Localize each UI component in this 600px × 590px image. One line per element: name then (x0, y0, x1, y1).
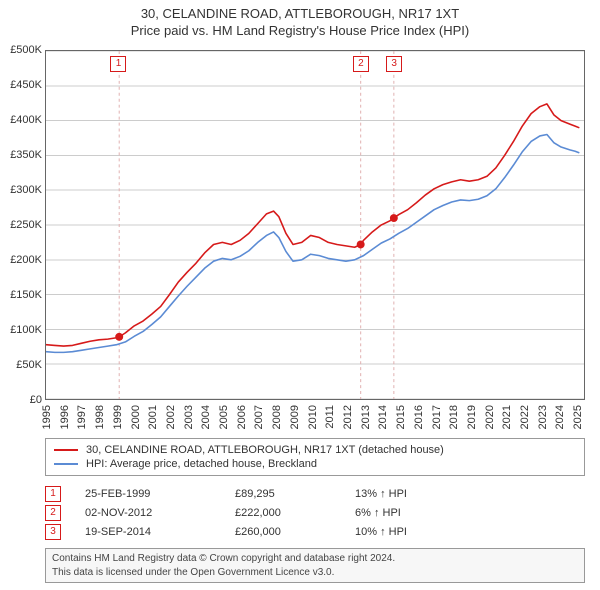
transactions-table: 1 25-FEB-1999£89,29513% ↑ HPI 2 02-NOV-2012… (45, 484, 585, 541)
x-tick-label: 2003 (183, 405, 195, 429)
legend-label: 30, CELANDINE ROAD, ATTLEBOROUGH, NR17 1… (86, 444, 444, 456)
y-tick-label: £300K (10, 184, 42, 196)
transaction-date: 25-FEB-1999 (85, 488, 235, 500)
x-tick-label: 2022 (519, 405, 531, 429)
chart-plot-area (45, 50, 585, 400)
transaction-row: 1 25-FEB-1999£89,29513% ↑ HPI (45, 484, 585, 503)
x-tick-label: 2008 (271, 405, 283, 429)
transaction-price: £260,000 (235, 526, 355, 538)
x-tick-label: 2017 (431, 405, 443, 429)
transaction-price: £89,295 (235, 488, 355, 500)
x-tick-label: 2009 (289, 405, 301, 429)
transaction-price: £222,000 (235, 507, 355, 519)
x-tick-label: 1997 (76, 405, 88, 429)
transaction-row: 2 02-NOV-2012£222,0006% ↑ HPI (45, 503, 585, 522)
chart-svg (46, 51, 584, 399)
y-tick-label: £450K (10, 79, 42, 91)
y-tick-label: £250K (10, 219, 42, 231)
x-tick-label: 2004 (200, 405, 212, 429)
chart-container: { "title": { "line1": "30, CELANDINE ROA… (0, 0, 600, 590)
sale-marker-box: 2 (353, 56, 369, 72)
x-tick-label: 2010 (307, 405, 319, 429)
legend-swatch (54, 463, 78, 465)
chart-legend: 30, CELANDINE ROAD, ATTLEBOROUGH, NR17 1… (45, 438, 585, 476)
x-tick-label: 2002 (165, 405, 177, 429)
y-tick-label: £400K (10, 114, 42, 126)
x-tick-label: 2016 (413, 405, 425, 429)
transaction-marker-number: 1 (45, 486, 61, 502)
x-tick-label: 2012 (342, 405, 354, 429)
x-tick-label: 2020 (484, 405, 496, 429)
x-tick-label: 1995 (41, 405, 53, 429)
y-tick-label: £100K (10, 324, 42, 336)
y-tick-label: £50K (16, 359, 42, 371)
x-tick-label: 2015 (395, 405, 407, 429)
y-tick-label: £500K (10, 44, 42, 56)
x-tick-label: 2013 (360, 405, 372, 429)
transaction-row: 3 19-SEP-2014£260,00010% ↑ HPI (45, 522, 585, 541)
x-tick-label: 2001 (147, 405, 159, 429)
legend-item: 30, CELANDINE ROAD, ATTLEBOROUGH, NR17 1… (54, 443, 576, 457)
transaction-marker-number: 3 (45, 524, 61, 540)
y-tick-label: £350K (10, 149, 42, 161)
x-tick-label: 2023 (537, 405, 549, 429)
x-tick-label: 2019 (466, 405, 478, 429)
legend-swatch (54, 449, 78, 451)
transaction-marker-number: 2 (45, 505, 61, 521)
sale-marker-box: 1 (110, 56, 126, 72)
transaction-hpi-delta: 10% ↑ HPI (355, 526, 475, 538)
chart-title: 30, CELANDINE ROAD, ATTLEBOROUGH, NR17 1… (0, 6, 600, 23)
x-tick-label: 2021 (501, 405, 513, 429)
footer-line-2: This data is licensed under the Open Gov… (52, 566, 578, 580)
x-tick-label: 2024 (554, 405, 566, 429)
transaction-date: 19-SEP-2014 (85, 526, 235, 538)
attribution-footer: Contains HM Land Registry data © Crown c… (45, 548, 585, 583)
x-tick-label: 1996 (59, 405, 71, 429)
x-tick-label: 2011 (324, 405, 336, 429)
chart-title-block: 30, CELANDINE ROAD, ATTLEBOROUGH, NR17 1… (0, 0, 600, 40)
legend-item: HPI: Average price, detached house, Brec… (54, 457, 576, 471)
footer-line-1: Contains HM Land Registry data © Crown c… (52, 552, 578, 566)
y-tick-label: £150K (10, 289, 42, 301)
x-tick-label: 2006 (236, 405, 248, 429)
y-tick-label: £200K (10, 254, 42, 266)
x-tick-label: 1999 (112, 405, 124, 429)
x-tick-label: 2025 (572, 405, 584, 429)
x-tick-label: 2007 (253, 405, 265, 429)
x-tick-label: 2018 (448, 405, 460, 429)
transaction-hpi-delta: 13% ↑ HPI (355, 488, 475, 500)
x-tick-label: 2014 (377, 405, 389, 429)
transaction-date: 02-NOV-2012 (85, 507, 235, 519)
transaction-hpi-delta: 6% ↑ HPI (355, 507, 475, 519)
x-tick-label: 1998 (94, 405, 106, 429)
x-tick-label: 2000 (130, 405, 142, 429)
legend-label: HPI: Average price, detached house, Brec… (86, 458, 317, 470)
sale-marker-box: 3 (386, 56, 402, 72)
chart-subtitle: Price paid vs. HM Land Registry's House … (0, 23, 600, 40)
x-tick-label: 2005 (218, 405, 230, 429)
